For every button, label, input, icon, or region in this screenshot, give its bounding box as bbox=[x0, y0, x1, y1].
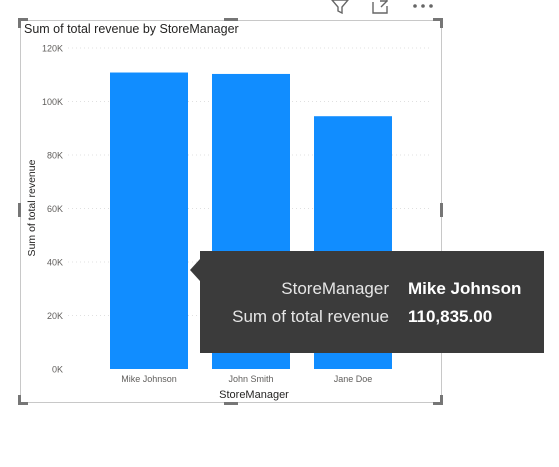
filter-icon[interactable] bbox=[330, 0, 350, 14]
y-tick-label: 80K bbox=[47, 151, 63, 161]
bar-mike-johnson[interactable] bbox=[110, 72, 188, 370]
resize-handle-bottom-left-v[interactable] bbox=[18, 395, 21, 405]
y-tick-label: 100K bbox=[42, 97, 63, 107]
y-tick-label: 0K bbox=[52, 365, 63, 375]
y-tick-label: 120K bbox=[42, 44, 63, 54]
y-tick-label: 20K bbox=[47, 311, 63, 321]
x-tick-label: Mike Johnson bbox=[121, 374, 177, 384]
chart-title: Sum of total revenue by StoreManager bbox=[24, 22, 239, 36]
y-axis-label: Sum of total revenue bbox=[26, 159, 38, 256]
tooltip-pointer bbox=[190, 259, 200, 281]
x-axis-label: StoreManager bbox=[219, 389, 289, 401]
tooltip-value-revenue: 110,835.00 bbox=[408, 307, 493, 326]
resize-handle-top-left[interactable] bbox=[18, 18, 28, 21]
y-tick-label: 40K bbox=[47, 258, 63, 268]
resize-handle-top[interactable] bbox=[224, 18, 238, 21]
resize-handle-bottom-right-v[interactable] bbox=[440, 395, 443, 405]
resize-handle-right[interactable] bbox=[440, 203, 443, 217]
x-tick-label: Jane Doe bbox=[334, 374, 373, 384]
resize-handle-bottom-right[interactable] bbox=[433, 402, 443, 405]
focus-mode-icon[interactable] bbox=[370, 0, 390, 14]
x-tick-label: John Smith bbox=[228, 374, 273, 384]
tooltip-label-storemanager: StoreManager bbox=[281, 279, 389, 298]
resize-handle-top-right[interactable] bbox=[433, 18, 443, 21]
resize-handle-left[interactable] bbox=[18, 203, 21, 217]
tooltip-label-revenue: Sum of total revenue bbox=[232, 307, 389, 326]
y-tick-label: 60K bbox=[47, 204, 63, 214]
tooltip-value-storemanager: Mike Johnson bbox=[408, 279, 522, 298]
resize-handle-top-right-v[interactable] bbox=[440, 18, 443, 28]
more-options-icon[interactable] bbox=[410, 0, 436, 12]
tooltip: StoreManager Mike Johnson Sum of total r… bbox=[200, 251, 544, 353]
resize-handle-bottom[interactable] bbox=[224, 402, 238, 405]
resize-handle-bottom-left[interactable] bbox=[18, 402, 28, 405]
resize-handle-top-left-v[interactable] bbox=[18, 18, 21, 28]
